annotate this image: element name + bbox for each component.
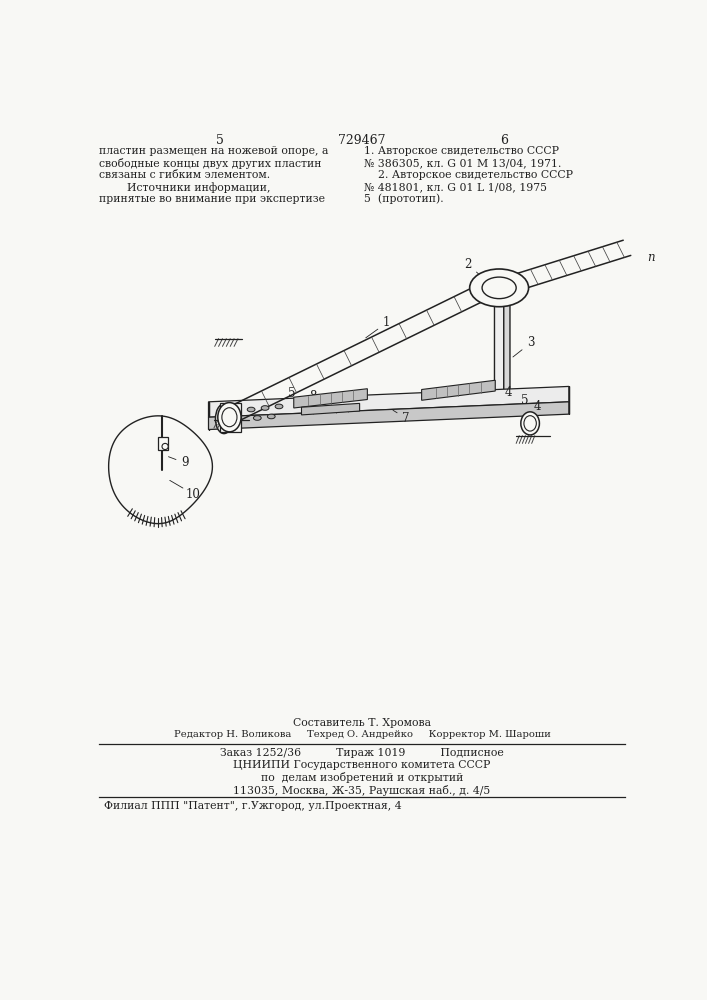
Text: Филиал ППП "Патент", г.Ужгород, ул.Проектная, 4: Филиал ППП "Патент", г.Ужгород, ул.Проек… [104,801,402,811]
Text: 10: 10 [185,488,200,501]
Text: Редактор Н. Воликова     Техред О. Андрейко     Корректор М. Шароши: Редактор Н. Воликова Техред О. Андрейко … [173,730,550,739]
Ellipse shape [521,412,539,435]
Text: 5: 5 [216,134,224,147]
Polygon shape [158,437,168,450]
Text: 2. Авторское свидетельство СССР: 2. Авторское свидетельство СССР [363,170,573,180]
Ellipse shape [253,416,261,420]
Text: n: n [647,251,655,264]
Ellipse shape [162,443,168,450]
Ellipse shape [218,403,241,432]
Text: № 481801, кл. G 01 L 1/08, 1975: № 481801, кл. G 01 L 1/08, 1975 [363,182,547,192]
Polygon shape [293,389,368,408]
Ellipse shape [216,404,233,434]
Text: 6: 6 [500,134,508,147]
Text: 5: 5 [521,394,528,407]
Text: 4: 4 [505,386,512,399]
Ellipse shape [469,269,529,307]
Text: 729467: 729467 [338,134,386,147]
Text: пластин размещен на ножевой опоре, а: пластин размещен на ножевой опоре, а [99,146,329,156]
Text: 8: 8 [309,390,327,406]
Text: свободные концы двух других пластин: свободные концы двух других пластин [99,158,322,169]
Text: принятые во внимание при экспертизе: принятые во внимание при экспертизе [99,194,325,204]
Text: 1. Авторское свидетельство СССР: 1. Авторское свидетельство СССР [363,146,559,156]
Polygon shape [109,416,212,524]
Text: связаны с гибким элементом.: связаны с гибким элементом. [99,170,270,180]
Polygon shape [421,380,495,400]
Text: Составитель Т. Хромова: Составитель Т. Хромова [293,718,431,728]
Text: 6: 6 [526,414,534,427]
Ellipse shape [524,416,537,431]
Text: № 386305, кл. G 01 M 13/04, 1971.: № 386305, кл. G 01 M 13/04, 1971. [363,158,561,168]
Polygon shape [494,278,504,407]
Ellipse shape [222,408,237,427]
Polygon shape [504,276,510,405]
Text: по  делам изобретений и открытий: по делам изобретений и открытий [261,772,463,783]
Text: 1: 1 [366,316,390,338]
Text: 4: 4 [534,400,542,413]
Polygon shape [220,403,241,432]
Ellipse shape [275,404,283,409]
Text: 2: 2 [464,258,489,284]
Text: 5: 5 [288,387,296,400]
Text: Заказ 1252/36          Тираж 1019          Подписное: Заказ 1252/36 Тираж 1019 Подписное [220,748,504,758]
Ellipse shape [247,407,255,412]
Text: 5  (прототип).: 5 (прототип). [363,194,443,204]
Ellipse shape [482,277,516,299]
Polygon shape [301,403,360,415]
Ellipse shape [267,414,275,419]
Text: Источники информации,: Источники информации, [99,182,271,193]
Ellipse shape [261,406,269,410]
Polygon shape [209,402,569,430]
Text: 3: 3 [513,336,534,357]
Polygon shape [209,386,569,417]
Polygon shape [212,394,476,417]
Text: 7: 7 [393,410,410,425]
Text: 9: 9 [168,456,189,470]
Text: ЦНИИПИ Государственного комитета СССР: ЦНИИПИ Государственного комитета СССР [233,760,491,770]
Text: 113035, Москва, Ж-35, Раушская наб., д. 4/5: 113035, Москва, Ж-35, Раушская наб., д. … [233,785,491,796]
